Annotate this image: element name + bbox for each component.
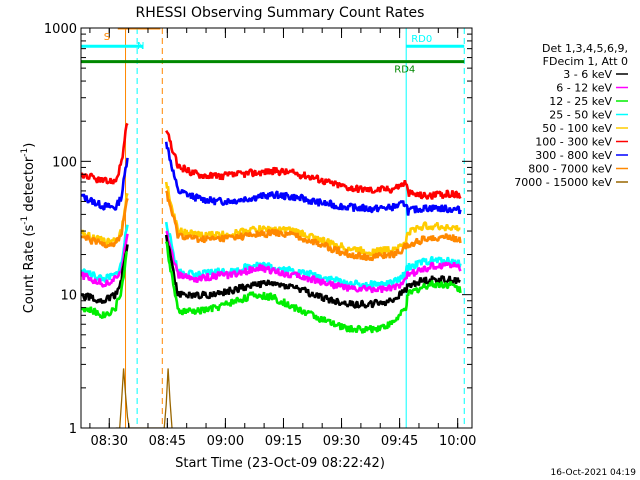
series-3-6-line-1 [164,234,461,309]
legend-entry-label: 25 - 50 keV [549,109,612,122]
legend-entry-label: 50 - 100 keV [542,122,612,135]
series-12-25-line-0 [81,250,128,319]
flag-label-s: S [104,32,110,43]
series-800-7000-line-0 [81,198,129,249]
plot-frame [80,27,473,429]
legend-entry-label: 3 - 6 keV [563,68,612,81]
y-axis-label-exponent-2: -1 [20,148,30,157]
series-7000-15000-line-0 [115,368,173,428]
y-axis-label-end: ) [22,143,37,148]
x-tick-label: 09:30 [323,434,360,449]
legend-entry-label: 800 - 7000 keV [528,163,612,176]
series-12-25-line-1 [164,241,462,334]
legend-entry-label: 6 - 12 keV [556,82,612,95]
x-tick-label: 09:00 [207,434,244,449]
x-axis-label: Start Time (23-Oct-09 08:22:42) [175,456,385,471]
legend-header-line: FDecim 1, Att 0 [543,55,628,68]
series-300-800-line-0 [81,157,129,211]
series-6-12-line-0 [81,233,129,288]
x-tick-label: 08:30 [91,434,128,449]
x-axis: 08:30 08:45 09:00 09:15 09:30 09:45 10:00 [89,28,476,449]
series-300-800-line-1 [164,141,462,216]
y-axis-label-middle: detector [22,156,37,216]
y-tick-label: 1 [69,422,77,437]
flag-label-rd4: RD4 [394,65,415,76]
y-axis-label-start: Count Rate (s [22,225,37,314]
series-6-12-line-1 [165,230,462,294]
footer-date: 16-Oct-2021 04:19 [551,468,637,478]
legend-header-line: Det 1,3,4,5,6,9, [542,42,628,55]
series-800-7000-line-1 [165,190,462,262]
chart-title: RHESSI Observing Summary Count Rates [136,5,425,21]
y-tick-label: 100 [52,155,77,170]
y-tick-label: 1000 [44,22,77,37]
y-tick-label: 10 [60,289,77,304]
series-25-50-line-0 [81,224,129,283]
legend: Det 1,3,4,5,6,9,FDecim 1, Att 03 - 6 keV… [514,42,628,189]
series-3-6-line-0 [81,244,129,304]
x-tick-label: 09:15 [265,434,302,449]
data-layer [81,28,465,428]
legend-entry-label: 7000 - 15000 keV [514,176,612,189]
y-axis-label-exponent: -1 [20,216,30,225]
legend-entry-label: 100 - 300 keV [535,136,612,149]
x-tick-label: 09:45 [381,434,418,449]
y-axis: 1 10 100 1000 [44,22,472,437]
legend-entry-label: 300 - 800 keV [535,149,612,162]
flag-label-rd0: RD0 [411,34,432,45]
y-axis-label: Count Rate (s-1 detector-1) [20,143,37,314]
x-tick-label: 08:45 [149,434,186,449]
series-100-300-line-0 [81,122,129,185]
flag-label-n: N [137,41,144,52]
series-100-300-line-1 [165,129,462,200]
x-tick-label: 10:00 [439,434,476,449]
legend-entry-label: 12 - 25 keV [549,95,612,108]
